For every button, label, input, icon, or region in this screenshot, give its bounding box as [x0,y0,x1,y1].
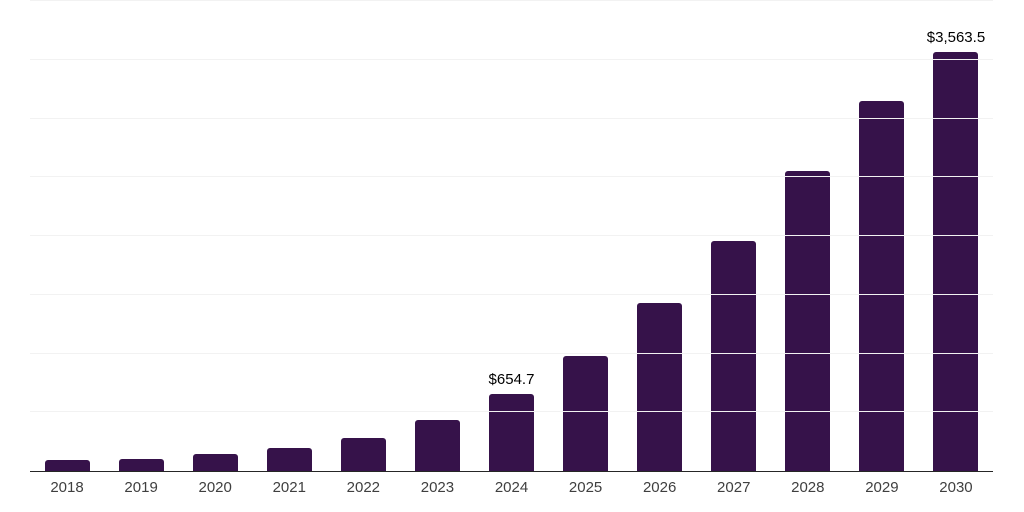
bar-column-2022 [326,1,400,471]
bar-column-2029 [845,1,919,471]
bar-2026 [637,303,683,471]
bar-2029 [859,101,905,471]
bar-value-label-2024: $654.7 [488,371,535,389]
bar-2021 [266,447,312,471]
bar-column-2028 [771,1,845,471]
x-tick-label-2027: 2027 [717,479,751,496]
bar-2027 [711,241,757,471]
gridline [30,0,993,1]
x-tick-label-2028: 2028 [791,479,825,496]
x-tick-label-2019: 2019 [124,479,158,496]
plot-area: $654.7 $3,563.5 [30,0,993,472]
bar-2022 [340,437,386,471]
gridline [30,117,993,119]
gridline [30,176,993,178]
x-tick-label-2020: 2020 [198,479,232,496]
bars-row: $654.7 $3,563.5 [30,1,993,471]
bar-value-label-2030: $3,563.5 [926,29,986,47]
bar-column-2023 [400,1,474,471]
bar-column-2024: $654.7 [474,1,548,471]
bar-column-2030: $3,563.5 [919,1,993,471]
x-tick-label-2023: 2023 [420,479,455,496]
x-tick-label-2029: 2029 [865,479,899,496]
gridline [30,411,993,413]
bar-2028 [785,171,831,471]
bar-column-2021 [252,1,326,471]
x-axis-labels: 2018 2019 2020 2021 2022 2023 2024 2025 2026 2027… [30,480,993,495]
x-tick-label-2021: 2021 [272,479,306,496]
x-tick-label-2026: 2026 [642,479,677,496]
gridline [30,352,993,354]
x-tick-label-2018: 2018 [50,479,84,496]
x-tick-label-2025: 2025 [568,479,603,496]
x-tick-label-2022: 2022 [346,479,381,496]
gridline [30,235,993,236]
x-tick-label-2030: 2030 [939,479,973,496]
bar-column-2025 [549,1,623,471]
bar-column-2018 [30,1,104,471]
x-tick-label-2024: 2024 [494,479,529,496]
bar-2018 [44,460,90,471]
bar-2024 [489,394,534,471]
bar-2025 [563,355,609,471]
bar-column-2026 [623,1,697,471]
bar-column-2020 [178,1,252,471]
bar-column-2027 [697,1,771,471]
gridline [30,58,993,60]
bar-2020 [192,453,238,471]
bar-2023 [414,420,460,471]
gridline [30,293,993,295]
bar-column-2019 [104,1,178,471]
bar-2030 [933,52,979,471]
bar-2019 [118,458,164,471]
